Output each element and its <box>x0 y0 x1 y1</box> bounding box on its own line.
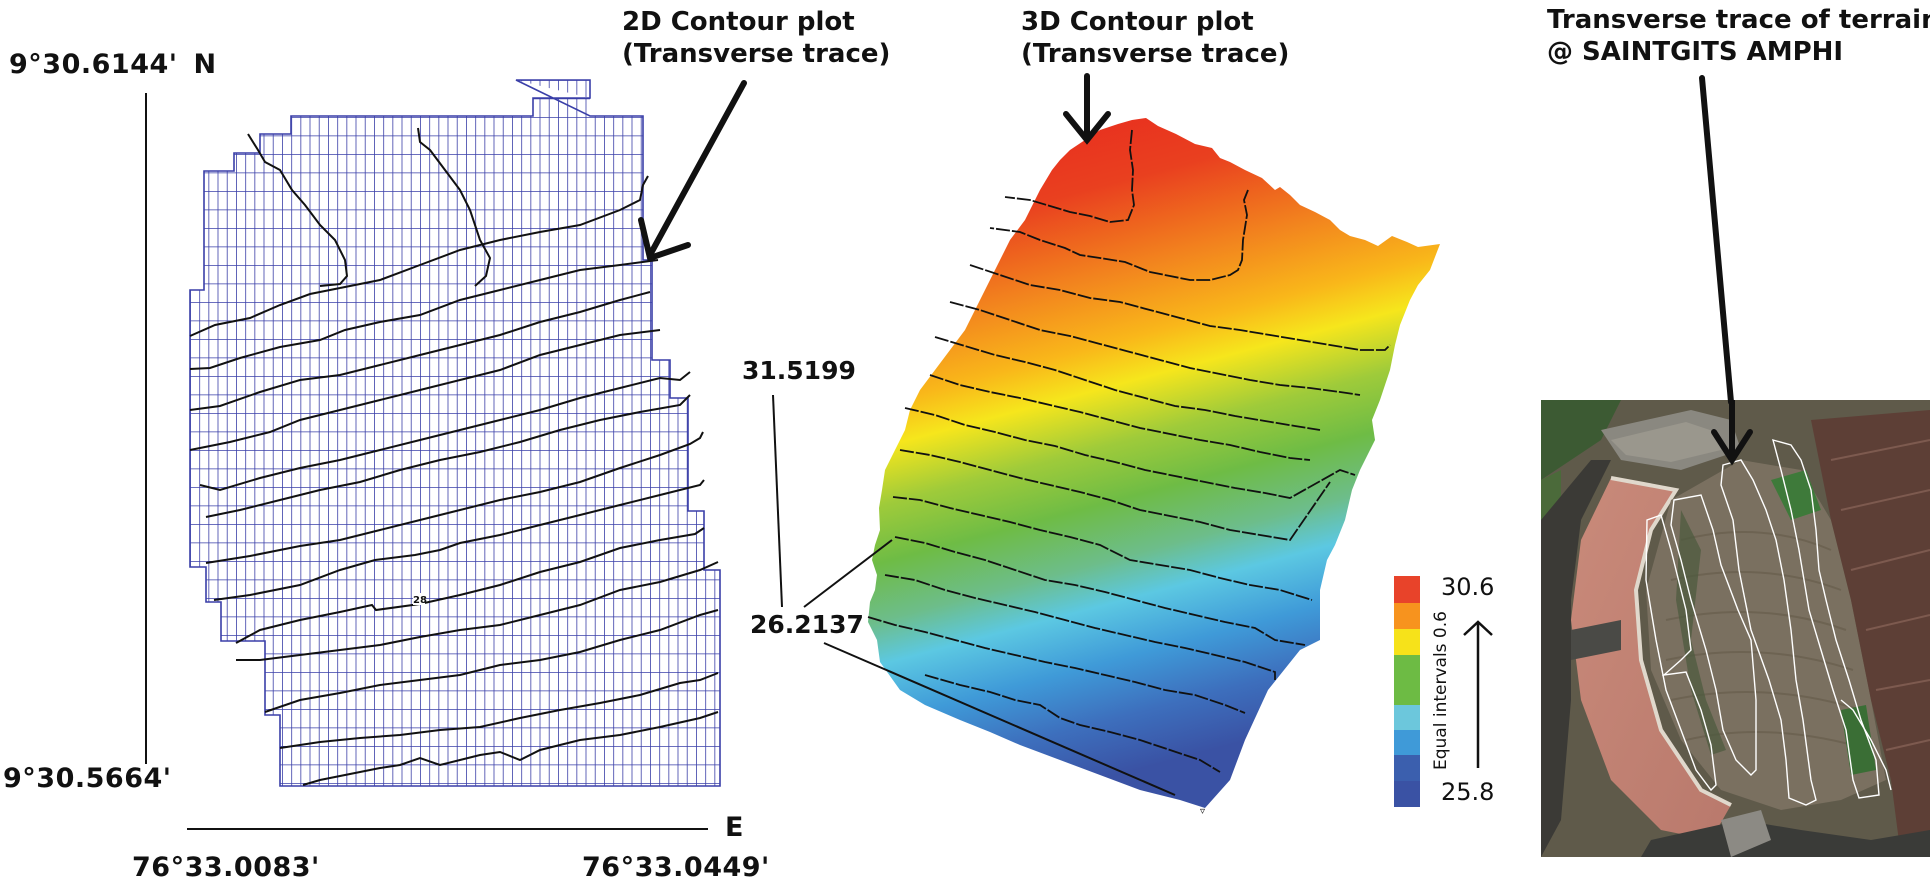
contour-grid-2d <box>189 79 721 787</box>
legend-max-label: 30.6 <box>1441 573 1495 601</box>
photo-title: Transverse trace of terrain @ SAINTGITS … <box>1547 4 1930 68</box>
legend-swatch-3 <box>1394 629 1420 655</box>
arrow-2d-icon <box>638 80 747 262</box>
lat-top-label: 9°30.6144' N <box>9 49 217 80</box>
color-legend <box>1394 576 1420 807</box>
plot2d-title-line2: (Transverse trace) <box>622 39 891 69</box>
photo-title-line1: Transverse trace of terrain <box>1547 5 1930 35</box>
legend-swatch-1 <box>1394 576 1420 603</box>
east-label: E <box>725 812 744 843</box>
z-bottom-label: 26.2137 <box>750 610 864 639</box>
legend-caption: Equal intervals 0.6 <box>1431 611 1451 770</box>
photo-title-line2: @ SAINTGITS AMPHI <box>1547 37 1844 67</box>
plot2d-title-line1: 2D Contour plot <box>622 7 855 37</box>
lat-bottom-label: 9°30.5664' <box>3 763 172 794</box>
north-label: N <box>193 49 217 80</box>
lat-top-value: 9°30.6144' <box>9 49 178 80</box>
legend-swatch-8 <box>1394 781 1420 807</box>
contour-lines-2d <box>189 127 719 786</box>
legend-swatch-5 <box>1394 705 1420 730</box>
lon-left-label: 76°33.0083' <box>132 852 320 883</box>
legend-swatch-6 <box>1394 730 1420 755</box>
terrain-trace-outlines <box>1645 438 1892 806</box>
z-top-label: 31.5199 <box>742 356 856 385</box>
legend-arrow-icon <box>1463 620 1493 768</box>
aerial-photo <box>1541 400 1930 857</box>
arrow-photo-icon <box>1711 400 1753 466</box>
plot3d-title-line2: (Transverse trace) <box>1021 39 1290 69</box>
legend-swatch-7 <box>1394 755 1420 781</box>
contour-surface-3d <box>868 118 1440 808</box>
legend-swatch-2 <box>1394 603 1420 629</box>
contour-label-bg <box>413 593 425 605</box>
contour-label-28: 28 <box>413 595 427 606</box>
plot2d-title: 2D Contour plot (Transverse trace) <box>622 6 890 70</box>
plot3d-title-line1: 3D Contour plot <box>1021 7 1254 37</box>
aerial-photo-canvas <box>1541 400 1930 857</box>
z-leader-lines <box>772 394 1176 796</box>
legend-swatch-4 <box>1394 655 1420 705</box>
legend-min-label: 25.8 <box>1441 778 1495 806</box>
arrow-3d-icon <box>1063 73 1111 145</box>
plot3d-title: 3D Contour plot (Transverse trace) <box>1021 6 1289 70</box>
lon-right-label: 76°33.0449' <box>582 852 770 883</box>
contour-lines-3d <box>867 129 1391 773</box>
tick-mark: ▿ <box>1200 806 1205 817</box>
